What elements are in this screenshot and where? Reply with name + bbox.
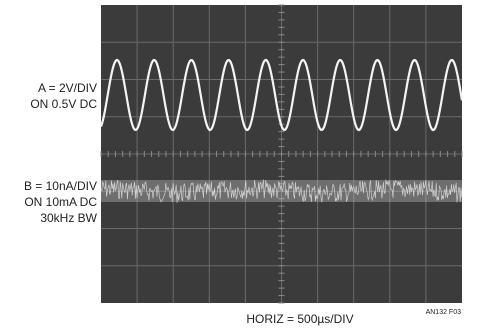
channel-b-scale: B = 10nA/DIV [24,179,97,193]
channel-a-offset: ON 0.5V DC [30,97,97,111]
horizontal-scale: HORIZ = 500µs/DIV [246,312,353,326]
channel-a-scale: A = 2V/DIV [38,81,97,95]
channel-b-offset: ON 10mA DC [24,195,97,209]
oscilloscope-figure: A = 2V/DIV ON 0.5V DC B = 10nA/DIV ON 10… [0,0,479,330]
channel-b-trace [101,180,462,203]
figure-id: AN132 F03 [426,309,462,316]
channel-b-bandwidth: 30kHz BW [40,211,97,225]
